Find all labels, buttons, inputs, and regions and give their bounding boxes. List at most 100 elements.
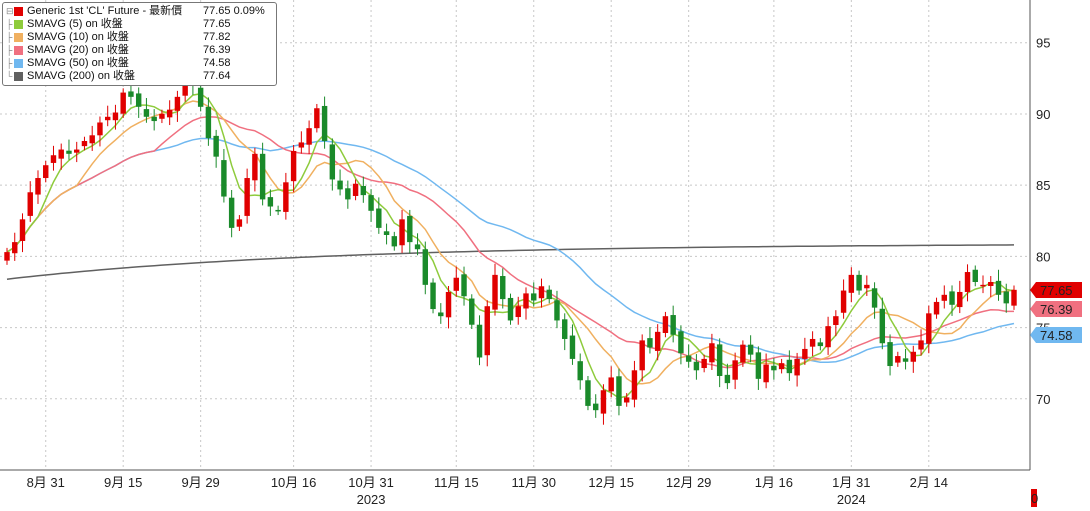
candle-body bbox=[817, 342, 824, 347]
candle-body bbox=[685, 355, 692, 362]
candle-body bbox=[949, 291, 955, 305]
partial-tick-label: 0 bbox=[1031, 491, 1038, 506]
tree-end-icon: └ bbox=[6, 71, 13, 81]
candle-body bbox=[12, 242, 18, 254]
legend-swatch bbox=[14, 46, 23, 55]
candle-body bbox=[445, 291, 452, 318]
candle-body bbox=[66, 150, 72, 154]
last-value-tag bbox=[1030, 282, 1082, 298]
candle-body bbox=[554, 300, 560, 321]
candle-body bbox=[716, 344, 723, 376]
y-tick-label: 85 bbox=[1036, 178, 1050, 193]
candle-body bbox=[221, 160, 227, 197]
year-label: 2024 bbox=[837, 492, 866, 507]
candle-body bbox=[27, 192, 33, 216]
candle-body bbox=[647, 338, 653, 348]
candle-body bbox=[259, 153, 266, 200]
x-tick-label: 1月 16 bbox=[755, 475, 793, 490]
collapse-icon[interactable]: ⊟ bbox=[6, 6, 14, 16]
candle-body bbox=[941, 294, 947, 301]
moving-average-lines bbox=[6, 92, 1015, 399]
candle-body bbox=[600, 390, 607, 414]
sma20-line bbox=[6, 116, 1014, 369]
y-tick-label: 90 bbox=[1036, 107, 1050, 122]
candle-body bbox=[298, 142, 305, 148]
candle-body bbox=[546, 289, 552, 300]
candle-body bbox=[523, 293, 529, 309]
candle-body bbox=[910, 351, 917, 362]
candle-body bbox=[81, 141, 88, 147]
candle-body bbox=[414, 244, 421, 250]
candle-body bbox=[794, 358, 800, 376]
last-value-label: 77.65 bbox=[1040, 283, 1073, 298]
legend-label: SMAVG (200) on 收盤 bbox=[27, 70, 135, 82]
candle-body bbox=[786, 359, 793, 374]
candle-body bbox=[763, 364, 769, 383]
candle-body bbox=[376, 208, 382, 228]
legend-item-sma50[interactable]: ├ SMAVG (50) on 收盤 74.58 bbox=[6, 57, 273, 70]
candle-body bbox=[701, 358, 707, 369]
candle-body bbox=[840, 290, 847, 313]
candle-body bbox=[492, 274, 498, 310]
candle-body bbox=[314, 108, 320, 129]
chart-legend[interactable]: ⊟ Generic 1st 'CL' Future - 最新價 77.65 0.… bbox=[2, 2, 277, 86]
candle-body bbox=[825, 326, 831, 348]
candle-body bbox=[623, 397, 630, 403]
candle-body bbox=[856, 274, 862, 291]
candle-body bbox=[616, 376, 622, 406]
candle-body bbox=[306, 128, 312, 145]
candle-body bbox=[879, 308, 886, 344]
legend-value: 77.65 0.09% bbox=[203, 5, 265, 17]
candle-body bbox=[166, 109, 173, 118]
sma200-line bbox=[6, 244, 1015, 280]
candle-body bbox=[391, 236, 398, 247]
candle-body bbox=[709, 343, 715, 363]
candle-body bbox=[864, 284, 870, 289]
candle-body bbox=[438, 312, 444, 317]
legend-label: SMAVG (20) on 收盤 bbox=[27, 44, 129, 56]
candle-body bbox=[205, 106, 212, 139]
candle-body bbox=[724, 374, 731, 384]
candle-body bbox=[592, 403, 599, 411]
candle-body bbox=[352, 183, 359, 196]
candle-body bbox=[662, 316, 669, 333]
candle-body bbox=[97, 122, 103, 136]
candle-body bbox=[453, 277, 459, 291]
year-label: 2023 bbox=[357, 492, 386, 507]
legend-label: SMAVG (50) on 收盤 bbox=[27, 57, 129, 69]
candle-body bbox=[321, 105, 328, 141]
legend-item-sma5[interactable]: ├ SMAVG (5) on 收盤 77.65 bbox=[6, 18, 273, 31]
candle-body bbox=[422, 249, 429, 285]
x-tick-label: 1月 31 bbox=[832, 475, 870, 490]
candle-body bbox=[639, 340, 645, 371]
candle-body bbox=[778, 363, 785, 370]
legend-label: SMAVG (10) on 收盤 bbox=[27, 31, 129, 43]
candle-body bbox=[159, 113, 165, 119]
candle-body bbox=[848, 274, 855, 293]
sma50-line bbox=[6, 137, 1015, 364]
candle-body bbox=[569, 335, 576, 359]
candle-body bbox=[895, 356, 901, 363]
legend-swatch bbox=[14, 20, 23, 29]
candle-body bbox=[608, 377, 614, 392]
legend-item-price[interactable]: ⊟ Generic 1st 'CL' Future - 最新價 77.65 0.… bbox=[6, 5, 273, 18]
candle-body bbox=[275, 209, 281, 212]
candle-body bbox=[360, 186, 367, 196]
legend-item-sma20[interactable]: ├ SMAVG (20) on 收盤 76.39 bbox=[6, 44, 273, 57]
candle-body bbox=[902, 358, 909, 362]
x-tick-label: 10月 31 bbox=[348, 475, 394, 490]
candle-body bbox=[957, 291, 963, 308]
candle-body bbox=[755, 352, 762, 379]
legend-swatch bbox=[14, 72, 23, 81]
candle-body bbox=[654, 331, 661, 351]
legend-item-sma10[interactable]: ├ SMAVG (10) on 收盤 77.82 bbox=[6, 31, 273, 44]
legend-value: 77.65 bbox=[203, 18, 231, 30]
candle-body bbox=[538, 286, 545, 299]
legend-value: 77.82 bbox=[203, 31, 231, 43]
y-tick-label: 80 bbox=[1036, 249, 1050, 264]
x-tick-label: 11月 30 bbox=[511, 475, 556, 490]
candle-body bbox=[112, 112, 119, 121]
partial-tick-box bbox=[1031, 489, 1037, 507]
legend-item-sma200[interactable]: └ SMAVG (200) on 收盤 77.64 bbox=[6, 70, 273, 83]
